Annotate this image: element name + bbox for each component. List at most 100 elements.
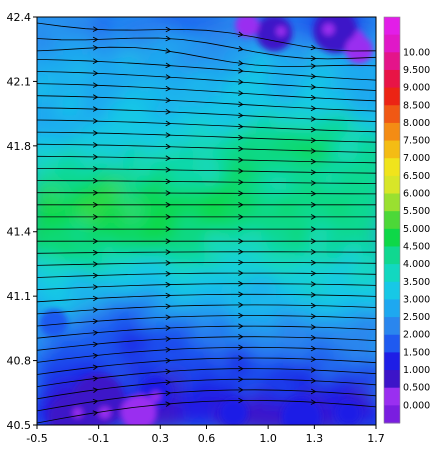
streamline-arrow	[238, 68, 244, 74]
streamline-arrow	[92, 178, 99, 184]
calm-core	[354, 30, 365, 41]
low-speed-pocket	[336, 400, 361, 425]
colorbar-swatch	[384, 105, 400, 124]
streamline	[37, 95, 376, 112]
streamline-arrow	[165, 303, 172, 310]
field-cell	[357, 402, 376, 425]
colorbar-label: 3.500	[403, 277, 430, 288]
streamline-arrow	[238, 387, 244, 393]
colorbar-label: 10.00	[403, 47, 430, 58]
streamline-arrow	[165, 167, 172, 173]
colorbar-swatch	[384, 246, 400, 265]
streamline	[37, 389, 376, 412]
streamline-arrow	[238, 249, 244, 255]
streamline-arrow	[310, 126, 317, 133]
low-speed-pocket	[235, 17, 260, 38]
streamline-arrow	[310, 356, 317, 363]
streamline-arrow	[165, 85, 172, 92]
colorbar-label: 6.000	[403, 189, 430, 200]
streamline	[37, 293, 376, 303]
streamline-arrow	[238, 157, 244, 163]
calm-core	[322, 23, 335, 36]
streamline-arrow	[165, 202, 172, 208]
streamline-arrow	[92, 190, 99, 196]
streamline-arrow	[238, 190, 244, 197]
streamline-arrow	[92, 272, 99, 279]
streamline-arrow	[165, 109, 172, 115]
streamline-arrow	[310, 55, 317, 62]
streamline-arrow	[310, 190, 317, 197]
streamline-arrow	[92, 94, 99, 100]
colorbar-swatch	[384, 34, 400, 53]
streamline-arrow	[238, 214, 244, 220]
colorbar-swatch	[384, 211, 400, 230]
streamline-arrow	[310, 63, 317, 69]
colorbar-swatch	[384, 193, 400, 212]
streamline-arrow	[238, 226, 244, 232]
streamline	[37, 22, 376, 52]
streamline-arrow	[310, 302, 317, 309]
streamline	[37, 192, 376, 195]
colorbar-label: 2.000	[403, 330, 430, 341]
streamline-arrow	[310, 116, 317, 122]
streamline-arrow	[92, 364, 99, 371]
streamline-arrow	[92, 142, 99, 148]
streamline	[37, 357, 376, 375]
streamline-arrow	[310, 73, 317, 80]
streamline-arrow	[310, 259, 317, 266]
streamline-arrow	[310, 313, 317, 320]
streamline-arrow	[238, 302, 244, 308]
streamline-arrow	[238, 179, 244, 185]
colorbar-label: 4.500	[403, 242, 430, 253]
streamline-arrow	[165, 292, 172, 299]
streamline-arrow	[310, 202, 317, 208]
streamline-arrow	[92, 130, 99, 136]
streamline-arrow	[92, 202, 99, 208]
colorbar-swatch	[384, 122, 400, 142]
streamline-arrow	[92, 154, 99, 160]
calm-core	[276, 26, 287, 37]
streamline-arrow	[92, 318, 99, 325]
calm-core	[150, 391, 161, 402]
y-tick-label: 41.8	[7, 140, 32, 153]
streamline	[37, 261, 376, 266]
colorbar-label: 4.000	[403, 259, 430, 270]
colorbar-label: 2.500	[403, 312, 430, 323]
streamline-arrow	[238, 323, 244, 329]
streamline-arrow	[310, 148, 317, 154]
streamline-arrow	[92, 261, 99, 267]
streamline-arrow	[165, 132, 172, 138]
colorbar-swatch	[384, 352, 400, 371]
colorbar-swatch	[384, 158, 400, 177]
colorbar-frame	[383, 16, 401, 424]
streamline-arrow	[238, 280, 244, 287]
streamline-arrow	[238, 334, 244, 340]
streamline	[37, 59, 376, 81]
colorbar-swatch	[384, 17, 400, 36]
streamline-arrow	[92, 26, 99, 32]
streamline-arrow	[92, 45, 99, 51]
streamline-arrow	[238, 270, 244, 276]
wind-field	[37, 17, 376, 425]
streamline-arrow	[92, 166, 99, 172]
streamline-arrow	[92, 118, 99, 124]
low-speed-pocket	[345, 35, 374, 64]
streamline-arrow	[238, 355, 244, 361]
streamline	[37, 46, 376, 67]
streamline-arrow	[165, 35, 172, 42]
streamline-arrow	[92, 295, 99, 302]
streamline-arrow	[165, 249, 172, 255]
streamline	[37, 71, 376, 91]
low-speed-pocket	[256, 17, 293, 52]
streamline-arrow	[310, 44, 317, 51]
streamline-arrow	[92, 58, 99, 65]
streamline	[37, 155, 376, 164]
colorbar-label: 5.000	[403, 224, 430, 235]
streamline-arrow	[237, 31, 244, 38]
streamline-arrow	[92, 375, 99, 382]
colorbar-swatch	[384, 387, 400, 406]
streamline	[37, 399, 376, 424]
streamline-arrow	[310, 214, 317, 220]
colorbar-swatch	[384, 281, 400, 300]
streamline-arrow	[310, 335, 317, 341]
